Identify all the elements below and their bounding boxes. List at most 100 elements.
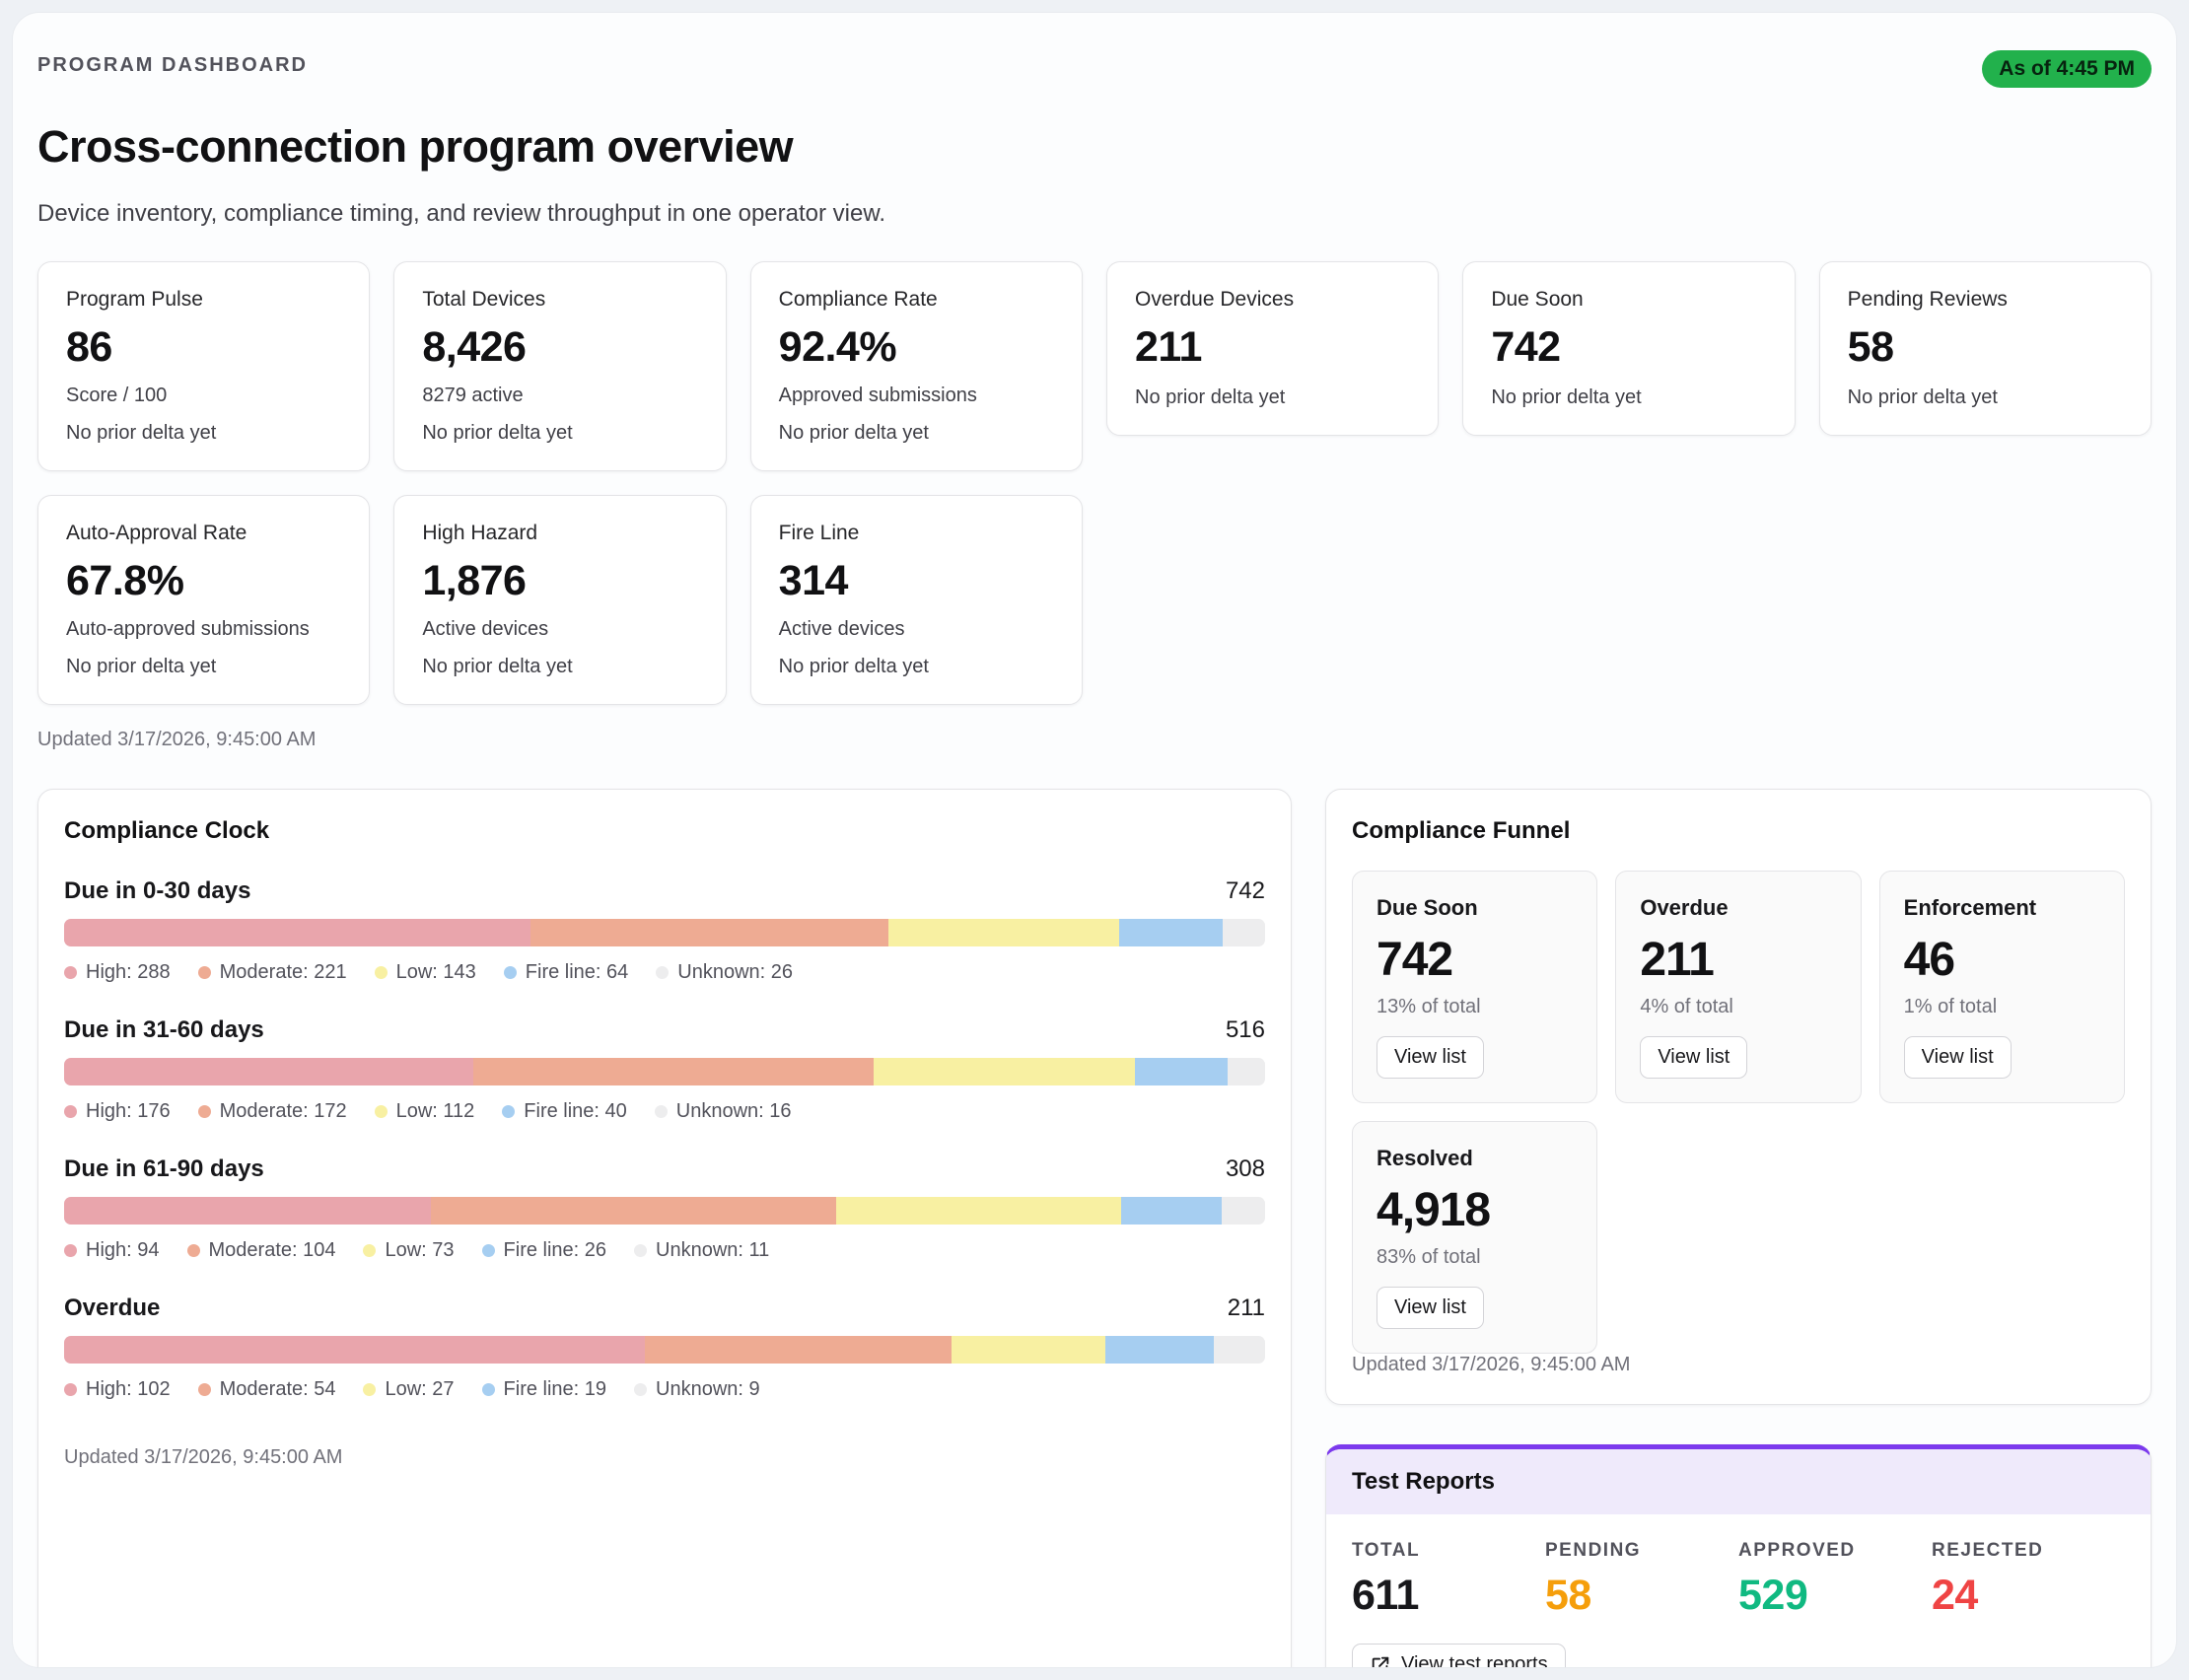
right-column: Compliance Funnel Due Soon 742 13% of tota… (1325, 789, 2152, 1667)
compliance-clock-title: Compliance Clock (64, 817, 270, 844)
bar-segment-moderate (644, 1336, 953, 1364)
legend-dot-moderate (197, 966, 211, 979)
legend-dot-moderate (186, 1244, 200, 1257)
topbar: PROGRAM DASHBOARD As of 4:45 PM (37, 50, 2152, 88)
kpi-label: Overdue Devices (1135, 288, 1295, 311)
legend-dot-unknown (634, 1383, 648, 1396)
legend-label: High: 288 (86, 961, 171, 983)
clock-row-header: Overdue 211 (64, 1295, 1265, 1322)
legend-label: Low: 143 (395, 961, 476, 983)
kpi-delta: No prior delta yet (1491, 386, 1642, 408)
clock-row-total: 211 (1227, 1295, 1265, 1321)
kpi-card: Auto-Approval Rate 67.8% Auto-approved sub… (37, 495, 371, 705)
bar-segment-fire-line (1134, 1058, 1229, 1085)
kpi-value: 742 (1491, 323, 1561, 371)
compliance-funnel-title: Compliance Funnel (1352, 817, 1571, 844)
stacked-bar (64, 919, 1265, 946)
funnel-card-share: 83% of total (1377, 1246, 1481, 1268)
legend-label: Low: 112 (395, 1100, 475, 1122)
view-list-button[interactable]: View list (1640, 1036, 1748, 1079)
clock-row-header: Due in 0-30 days 742 (64, 877, 1265, 905)
funnel-card-label: Enforcement (1903, 895, 2037, 920)
test-stat-value: 529 (1738, 1572, 1808, 1619)
legend-label: High: 94 (86, 1239, 160, 1261)
kpi-value: 314 (778, 557, 849, 604)
legend-item-moderate: Moderate: 221 (197, 961, 347, 984)
legend-dot-fire-line (503, 966, 517, 979)
clock-row: Due in 61-90 days 308 High: 94 Moderate: 10… (64, 1155, 1265, 1262)
funnel-card-label: Resolved (1377, 1146, 1473, 1170)
legend-label: High: 176 (86, 1100, 171, 1122)
bar-legend: High: 94 Moderate: 104 Low: 73 Fire line: 2… (64, 1239, 1265, 1262)
bar-segment-fire-line (1105, 1336, 1214, 1364)
legend-label: Fire line: 26 (503, 1239, 607, 1261)
legend-item-fire-line: Fire line: 40 (502, 1100, 627, 1123)
kpi-value: 8,426 (422, 323, 527, 371)
kpi-subtitle: Score / 100 (66, 385, 168, 406)
kpi-delta: No prior delta yet (1135, 386, 1286, 408)
kpi-subtitle: Approved submissions (778, 385, 977, 406)
bar-segment-unknown (1223, 919, 1265, 946)
kpi-subtitle: Auto-approved submissions (66, 618, 310, 640)
funnel-card-value: 211 (1640, 934, 1714, 986)
as-of-badge: As of 4:45 PM (1982, 50, 2152, 88)
clock-row-label: Due in 61-90 days (64, 1155, 264, 1182)
clock-row-header: Due in 61-90 days 308 (64, 1155, 1265, 1183)
bar-segment-high (64, 1336, 645, 1364)
kpi-subtitle: 8279 active (422, 385, 524, 406)
view-list-button[interactable]: View list (1377, 1287, 1484, 1329)
clock-row-label: Overdue (64, 1295, 161, 1321)
compliance-clock-rows: Due in 0-30 days 742 High: 288 Moderate: 22… (64, 877, 1265, 1401)
test-reports-button-row: View test reports (1352, 1644, 2125, 1667)
legend-dot-low (374, 1105, 388, 1118)
legend-item-high: High: 102 (64, 1378, 171, 1401)
legend-label: Fire line: 19 (503, 1378, 607, 1400)
bar-segment-high (64, 919, 530, 946)
test-reports-card: Test Reports TOTAL 611 PENDING 58 APPROVED 52… (1325, 1444, 2152, 1667)
legend-item-high: High: 94 (64, 1239, 160, 1262)
legend-dot-low (363, 1244, 377, 1257)
test-stat-value: 611 (1352, 1572, 1419, 1619)
clock-row-total: 742 (1225, 877, 1265, 904)
bar-segment-high (64, 1058, 474, 1085)
legend-item-fire-line: Fire line: 64 (503, 961, 628, 984)
legend-dot-unknown (654, 1105, 668, 1118)
legend-item-unknown: Unknown: 11 (634, 1239, 769, 1262)
legend-dot-fire-line (481, 1383, 495, 1396)
external-link-icon (1370, 1654, 1391, 1667)
test-stat-label: REJECTED (1932, 1540, 2044, 1561)
kpi-subtitle: Active devices (778, 618, 905, 640)
kpi-card: High Hazard 1,876 Active devices No prior d… (393, 495, 727, 705)
bar-segment-fire-line (1119, 919, 1224, 946)
legend-dot-fire-line (481, 1244, 495, 1257)
legend-label: Fire line: 40 (524, 1100, 627, 1122)
legend-item-fire-line: Fire line: 19 (481, 1378, 607, 1401)
funnel-card-label: Overdue (1640, 895, 1729, 920)
bar-segment-high (64, 1197, 431, 1225)
funnel-card-resolved: Resolved 4,918 83% of total View list (1352, 1121, 1598, 1354)
clock-row-total: 516 (1225, 1016, 1265, 1043)
stacked-bar (64, 1336, 1265, 1364)
view-test-reports-button[interactable]: View test reports (1352, 1644, 1566, 1667)
legend-label: Low: 27 (385, 1378, 455, 1400)
legend-item-unknown: Unknown: 26 (656, 961, 793, 984)
kpi-card: Pending Reviews 58 No prior delta yet (1818, 261, 2152, 436)
funnel-grid: Due Soon 742 13% of total View list Overdue 2… (1352, 871, 2125, 1354)
funnel-card-value: 742 (1377, 934, 1453, 986)
funnel-card-share: 1% of total (1903, 996, 1998, 1017)
compliance-funnel-card: Compliance Funnel Due Soon 742 13% of tota… (1325, 789, 2152, 1405)
clock-row-header: Due in 31-60 days 516 (64, 1016, 1265, 1044)
view-list-button[interactable]: View list (1903, 1036, 2012, 1079)
lower-grid: Compliance Clock Due in 0-30 days 742 High… (37, 789, 2152, 1667)
page-subtitle: Device inventory, compliance timing, and… (37, 200, 886, 227)
kpi-label: Total Devices (422, 288, 546, 311)
legend-label: Unknown: 9 (656, 1378, 760, 1400)
legend-item-high: High: 288 (64, 961, 171, 984)
bar-segment-unknown (1214, 1336, 1265, 1364)
legend-item-moderate: Moderate: 104 (186, 1239, 335, 1262)
bar-legend: High: 102 Moderate: 54 Low: 27 Fire line: 1… (64, 1378, 1265, 1401)
clock-row-label: Due in 0-30 days (64, 877, 251, 904)
kpi-value: 67.8% (66, 557, 184, 604)
view-list-button[interactable]: View list (1377, 1036, 1484, 1079)
kpi-card: Program Pulse 86 Score / 100 No prior delta… (37, 261, 371, 471)
